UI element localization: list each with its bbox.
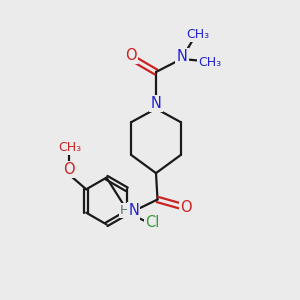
Text: N: N (128, 203, 139, 218)
Text: O: O (181, 200, 192, 215)
Text: CH₃: CH₃ (186, 28, 209, 41)
Text: O: O (125, 48, 136, 63)
Text: H: H (120, 204, 129, 217)
Text: CH₃: CH₃ (58, 141, 81, 154)
Text: Cl: Cl (145, 215, 159, 230)
Text: O: O (63, 162, 75, 177)
Text: N: N (151, 96, 161, 111)
Text: N: N (177, 49, 188, 64)
Text: CH₃: CH₃ (198, 56, 221, 69)
